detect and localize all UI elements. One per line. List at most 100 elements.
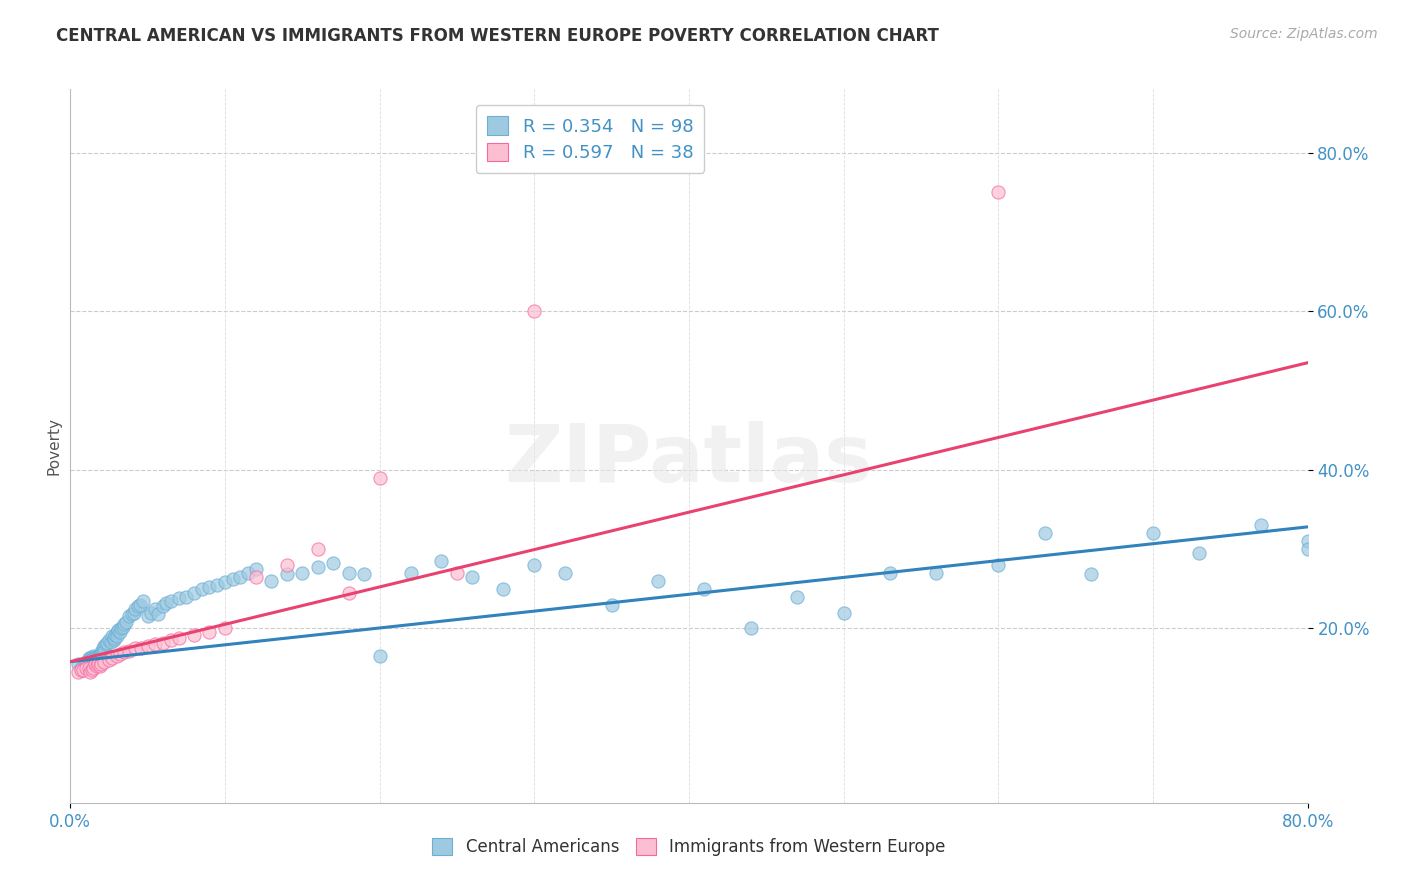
Point [96, 635, 118, 649]
Point [84, 651, 107, 665]
Point [118, 609, 141, 624]
Point [72, 663, 94, 677]
Point [87, 657, 110, 671]
Point [1250, 518, 1272, 533]
Point [82, 651, 105, 665]
Point [600, 598, 623, 612]
Y-axis label: Poverty: Poverty [46, 417, 62, 475]
Point [461, 570, 484, 584]
Point [75, 657, 97, 671]
Point [93, 643, 115, 657]
Point [145, 601, 167, 615]
Point [67, 665, 90, 679]
Point [108, 624, 131, 639]
Point [84, 657, 107, 671]
Point [368, 471, 391, 485]
Point [1296, 534, 1319, 549]
Point [337, 585, 360, 599]
Point [114, 617, 136, 632]
Point [132, 593, 155, 607]
Point [87, 649, 110, 664]
Point [86, 653, 108, 667]
Point [79, 665, 101, 679]
Point [75, 661, 97, 675]
Point [987, 558, 1010, 572]
Point [245, 570, 267, 584]
Point [353, 567, 375, 582]
Point [523, 558, 546, 572]
Point [229, 570, 252, 584]
Point [129, 598, 152, 612]
Point [67, 657, 90, 671]
Point [238, 566, 260, 580]
Point [207, 578, 229, 592]
Point [167, 591, 190, 606]
Point [214, 575, 236, 590]
Legend: Central Americans, Immigrants from Western Europe: Central Americans, Immigrants from Weste… [422, 828, 956, 866]
Point [89, 650, 111, 665]
Point [1033, 526, 1056, 541]
Point [740, 621, 762, 635]
Point [121, 607, 143, 621]
Point [105, 629, 128, 643]
Point [98, 633, 121, 648]
Point [1080, 567, 1102, 582]
Point [1296, 542, 1319, 557]
Point [79, 653, 101, 667]
Point [430, 554, 453, 568]
Point [108, 647, 131, 661]
Point [183, 628, 205, 642]
Point [80, 663, 103, 677]
Text: CENTRAL AMERICAN VS IMMIGRANTS FROM WESTERN EUROPE POVERTY CORRELATION CHART: CENTRAL AMERICAN VS IMMIGRANTS FROM WEST… [56, 27, 939, 45]
Point [93, 639, 115, 653]
Point [101, 651, 124, 665]
Point [832, 606, 855, 620]
Point [127, 599, 149, 614]
Point [183, 585, 205, 599]
Point [90, 649, 112, 664]
Point [1188, 546, 1211, 560]
Point [523, 304, 546, 318]
Point [105, 649, 128, 664]
Point [368, 649, 391, 664]
Point [276, 558, 298, 572]
Point [245, 562, 267, 576]
Point [136, 639, 159, 653]
Point [86, 650, 108, 665]
Point [93, 655, 115, 669]
Point [70, 663, 93, 677]
Point [214, 621, 236, 635]
Point [82, 649, 105, 664]
Point [446, 566, 468, 580]
Point [122, 606, 145, 620]
Point [198, 624, 221, 639]
Point [82, 661, 105, 675]
Point [110, 621, 132, 635]
Text: ZIPatlas: ZIPatlas [505, 421, 873, 500]
Point [647, 574, 669, 588]
Point [152, 599, 174, 614]
Point [103, 633, 125, 648]
Point [987, 186, 1010, 200]
Point [98, 653, 121, 667]
Point [786, 590, 808, 604]
Point [399, 566, 422, 580]
Point [77, 655, 100, 669]
Point [337, 566, 360, 580]
Point [80, 650, 103, 665]
Point [198, 580, 221, 594]
Point [307, 542, 329, 557]
Point [879, 566, 901, 580]
Point [167, 631, 190, 645]
Point [492, 582, 515, 596]
Point [160, 633, 183, 648]
Point [77, 651, 100, 665]
Point [114, 645, 136, 659]
Point [90, 645, 112, 659]
Point [90, 651, 112, 665]
Point [87, 651, 110, 665]
Point [104, 628, 127, 642]
Point [155, 596, 177, 610]
Point [174, 590, 197, 604]
Point [291, 566, 314, 580]
